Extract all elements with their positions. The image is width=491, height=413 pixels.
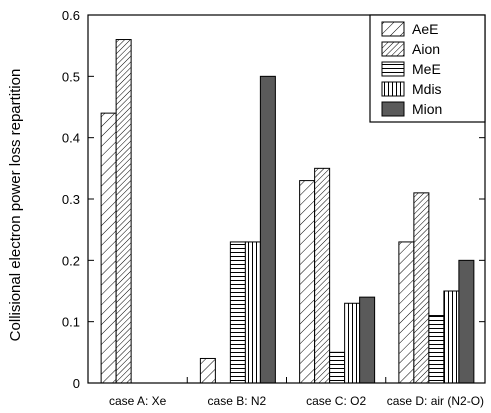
y-axis-title: Collisional electron power loss repartit… [7,69,24,342]
legend-swatch-mee [381,61,405,77]
bar-mdis-3 [344,302,361,384]
plot-frame [87,14,486,384]
y-axis-ticks: 0 0.1 0.2 0.3 0.4 0.5 0.6 [62,8,485,391]
y-tick-label: 0.4 [62,131,80,146]
bar-mion-3 [359,296,376,384]
legend-label-aion: Aion [412,41,440,57]
bar-mion-4 [458,259,475,384]
bar-mee-4 [428,315,445,384]
x-axis-labels: case A: Xe case B: N2 case C: O2 case D: ai… [109,377,484,408]
y-tick-label: 0.6 [62,8,80,23]
legend-swatch-aee [381,21,405,37]
bar-mee-3 [329,351,346,384]
bar-aee-4 [398,241,415,384]
legend-swatch-mion [381,101,405,117]
y-tick-label: 0 [73,376,80,391]
legend-swatch-mdis [381,81,405,97]
y-tick-label: 0.5 [62,69,80,84]
bar-mion-2 [259,75,276,384]
bar-aee-2 [199,357,216,384]
legend-swatch-aion [381,41,405,57]
y-tick-label: 0.2 [62,253,80,268]
y-tick-label: 0.1 [62,315,80,330]
legend-label-mdis: Mdis [412,81,442,97]
x-category-label: case D: air (N2-O) [387,394,484,408]
legend-label-mee: MeE [412,61,441,77]
x-category-label: case A: Xe [109,394,167,408]
x-category-label: case C: O2 [306,394,366,408]
bars [100,39,475,384]
x-category-label: case B: N2 [208,394,267,408]
bar-aee-3 [299,180,316,384]
legend: AeE Aion MeE Mdis Mion [369,14,486,123]
bar-mdis-4 [443,290,460,384]
bar-mee-2 [229,241,246,384]
bar-aion-4 [413,192,430,384]
bar-aee-1 [100,112,117,384]
bar-mdis-2 [244,241,261,384]
legend-label-mion: Mion [412,101,442,117]
bar-aion-1 [115,39,132,384]
bar-aion-3 [314,167,331,384]
y-tick-label: 0.3 [62,192,80,207]
legend-label-aee: AeE [412,21,438,37]
